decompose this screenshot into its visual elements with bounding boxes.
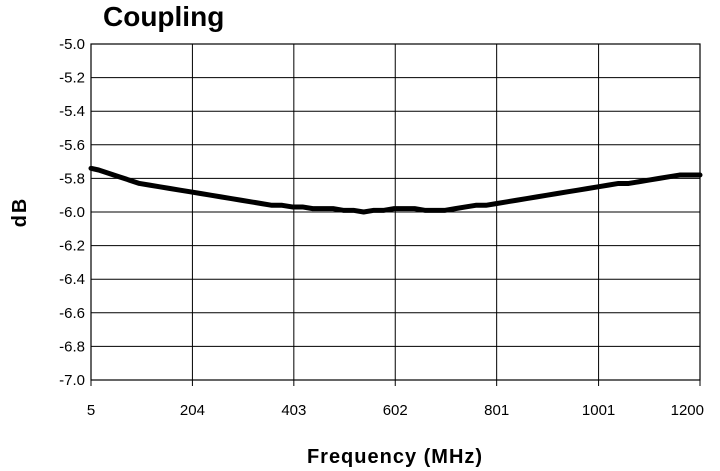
x-tick-label: 1200 bbox=[671, 402, 704, 419]
grid-lines bbox=[90, 43, 701, 386]
series-line-coupling bbox=[88, 165, 703, 215]
x-tick-label: 403 bbox=[281, 402, 306, 419]
y-tick-label: -6.0 bbox=[59, 204, 85, 221]
x-tick-label: 1001 bbox=[582, 402, 615, 419]
x-tick-labels: 5 204 403 602 801 1001 1200 bbox=[87, 402, 704, 419]
y-tick-label: -6.2 bbox=[59, 238, 85, 255]
y-tick-label: -7.0 bbox=[59, 372, 85, 389]
x-tick-label: 5 bbox=[87, 402, 95, 419]
x-tick-label: 602 bbox=[383, 402, 408, 419]
y-tick-label: -5.4 bbox=[59, 103, 85, 120]
y-axis-label: dB bbox=[9, 197, 31, 228]
y-tick-label: -6.8 bbox=[59, 338, 85, 355]
y-tick-label: -5.0 bbox=[59, 36, 85, 53]
y-tick-label: -5.2 bbox=[59, 70, 85, 87]
plot-area-border bbox=[90, 43, 701, 381]
y-tick-labels: -5.0 -5.2 -5.4 -5.6 -5.8 -6.0 -6.2 -6.4 -6.6 -6.8… bbox=[59, 36, 85, 389]
chart-title: Coupling bbox=[103, 1, 224, 32]
x-axis-label: Frequency (MHz) bbox=[307, 446, 483, 468]
y-tick-label: -5.6 bbox=[59, 137, 85, 154]
x-tick-label: 204 bbox=[180, 402, 205, 419]
y-tick-label: -6.4 bbox=[59, 271, 85, 288]
y-tick-label: -5.8 bbox=[59, 170, 85, 187]
x-tick-label: 801 bbox=[484, 402, 509, 419]
y-tick-label: -6.6 bbox=[59, 305, 85, 322]
